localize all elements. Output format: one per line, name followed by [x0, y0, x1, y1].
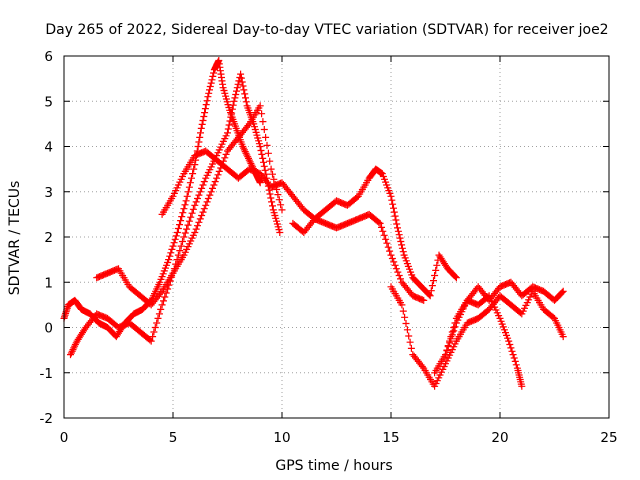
- y-tick-label: -2: [40, 411, 53, 427]
- x-tick-label: 0: [60, 430, 69, 446]
- x-tick-label: 10: [273, 430, 290, 446]
- series-track-a: [60, 57, 264, 341]
- series-track-h: [431, 292, 526, 390]
- plot-frame: [63, 55, 610, 419]
- x-tick-label: 20: [491, 430, 508, 446]
- series-track-c: [93, 102, 286, 309]
- series-track-d: [158, 147, 428, 304]
- series-track-e: [289, 165, 460, 300]
- chart-title: Day 265 of 2022, Sidereal Day-to-day VTE…: [45, 22, 608, 38]
- x-tick-labels: 0 5 10 15 20 25: [60, 430, 618, 446]
- y-tick-label: 6: [44, 49, 53, 65]
- x-tick-label: 25: [600, 430, 617, 446]
- x-tick-label: 5: [169, 430, 178, 446]
- series-track-f: [387, 283, 567, 390]
- y-tick-label: 3: [44, 185, 53, 201]
- series-track-g: [442, 278, 567, 359]
- y-tick-label: 0: [44, 321, 53, 337]
- x-tick-label: 15: [382, 430, 399, 446]
- y-tick-label: 4: [44, 140, 53, 156]
- y-tick-labels: -2 -1 0 1 2 3 4 5 6: [40, 49, 53, 427]
- grid: [64, 56, 609, 418]
- x-axis-label: GPS time / hours: [275, 458, 392, 474]
- y-tick-label: 5: [44, 94, 53, 110]
- y-tick-label: -1: [40, 366, 53, 382]
- series-track-b: [67, 70, 284, 359]
- y-tick-label: 1: [44, 275, 53, 291]
- y-axis-label: SDTVAR / TECUs: [7, 181, 23, 296]
- y-tick-label: 2: [44, 230, 53, 246]
- data-points: [60, 57, 567, 390]
